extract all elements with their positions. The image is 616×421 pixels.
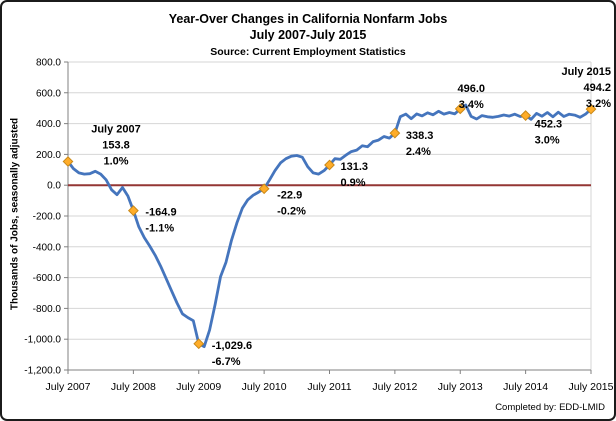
data-label: -164.9 (145, 207, 176, 219)
data-label: 496.0 (457, 83, 485, 95)
july-marker (127, 205, 139, 217)
x-tick-label: July 2012 (372, 381, 417, 393)
data-label: -0.2% (277, 206, 306, 218)
x-tick-label: July 2008 (111, 381, 156, 393)
data-label: -6.7% (212, 356, 241, 368)
x-tick-label: July 2007 (46, 381, 91, 393)
data-label: 2.4% (406, 146, 431, 158)
y-tick-label: 600.0 (36, 88, 61, 99)
x-tick-label: July 2010 (242, 381, 287, 393)
data-label: 3.4% (459, 99, 484, 111)
july-marker (62, 156, 74, 167)
data-label: July 2007 (91, 124, 141, 136)
data-label: 338.3 (406, 130, 434, 142)
y-tick-label: 0.0 (47, 181, 61, 192)
completed-by-note: Completed by: EDD-LMID (495, 402, 605, 413)
y-tick-label: -600.0 (33, 273, 62, 284)
data-label: 1.0% (103, 156, 128, 168)
data-label: -22.9 (277, 190, 302, 202)
y-tick-label: 200.0 (36, 150, 61, 161)
chart-title: Year-Over Changes in California Nonfarm … (168, 12, 448, 26)
data-label: 3.2% (586, 98, 611, 110)
chart-source: Source: Current Employment Statistics (210, 46, 406, 58)
y-tick-label: 400.0 (36, 119, 61, 130)
july-marker (454, 103, 466, 115)
chart-subtitle: July 2007-July 2015 (249, 28, 367, 42)
chart-title-block: Year-Over Changes in California Nonfarm … (2, 11, 614, 59)
y-tick-label: -200.0 (33, 212, 62, 223)
y-axis-title: Thousands of Jobs, seasonally adjusted (9, 117, 21, 311)
x-tick-label: July 2013 (438, 381, 483, 393)
data-label: -1.1% (145, 223, 174, 235)
x-tick-label: July 2009 (176, 381, 221, 393)
data-label: -1,029.6 (212, 340, 252, 352)
data-label: 0.9% (341, 177, 366, 189)
july-marker (324, 159, 335, 171)
data-label: 494.2 (583, 82, 611, 94)
july-marker (258, 183, 270, 195)
y-tick-label: -1,000.0 (24, 335, 61, 346)
data-label: 131.3 (341, 161, 369, 173)
y-tick-label: -400.0 (33, 242, 62, 253)
y-tick-label: -1,200.0 (24, 366, 61, 377)
data-label: 3.0% (535, 135, 560, 147)
july-marker (193, 338, 205, 350)
july-marker (389, 127, 401, 139)
july-marker (520, 110, 532, 121)
data-label: 452.3 (535, 119, 563, 131)
y-tick-label: -800.0 (33, 304, 62, 315)
x-tick-label: July 2014 (503, 381, 548, 393)
data-label: July 2015 (561, 66, 611, 78)
x-tick-label: July 2015 (569, 381, 614, 393)
x-tick-label: July 2011 (307, 381, 351, 393)
y-tick-label: 800.0 (36, 58, 61, 69)
data-label: 153.8 (102, 140, 130, 152)
july-marker (585, 103, 597, 115)
